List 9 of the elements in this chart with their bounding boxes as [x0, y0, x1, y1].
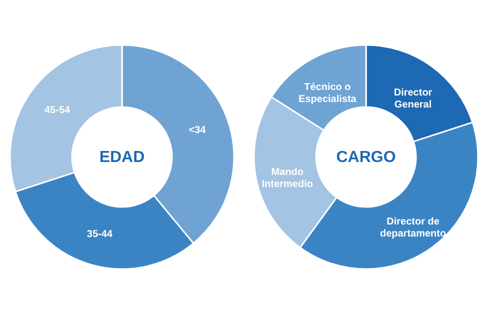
slice-label: <34 — [188, 124, 206, 136]
slice-label: Técnico o Especialista — [298, 82, 357, 105]
slice-label: Director de departamento — [380, 216, 446, 240]
slice-label: Director General — [394, 87, 432, 110]
text: CARGO — [336, 149, 396, 166]
slice-label: 35-44 — [86, 228, 113, 240]
slice-label: 45-54 — [44, 104, 71, 116]
slice-label: Mando Intermedio — [262, 166, 313, 190]
text: EDAD — [99, 149, 145, 166]
